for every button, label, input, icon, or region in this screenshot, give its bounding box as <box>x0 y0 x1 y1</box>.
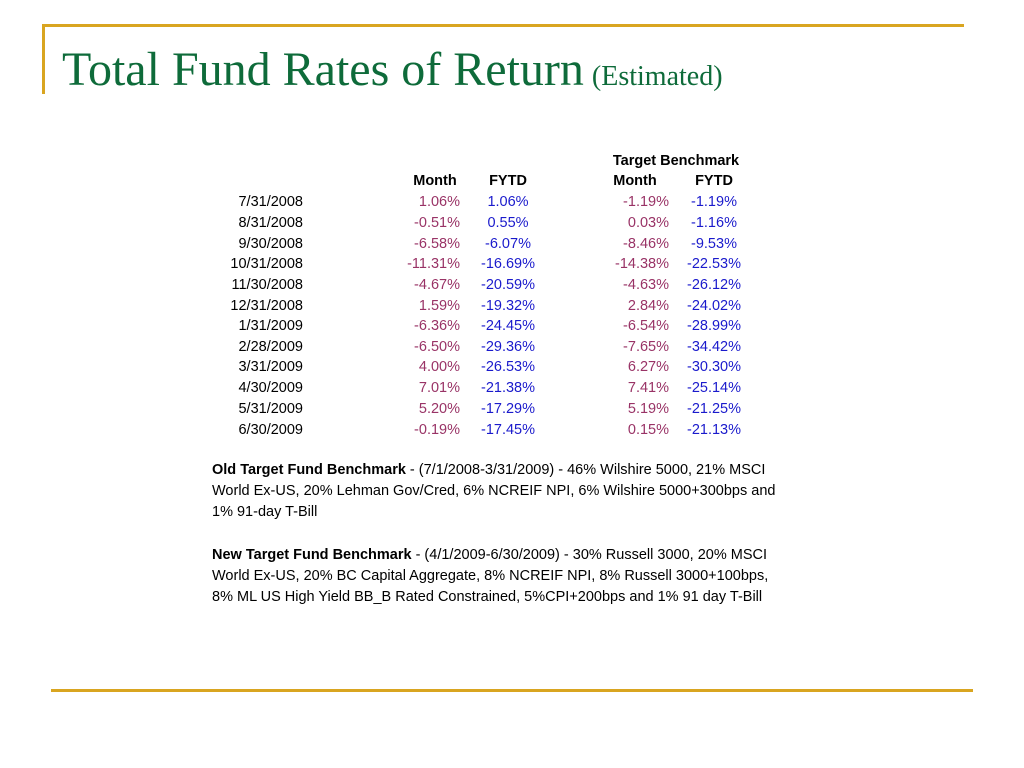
fund-month-value: -0.51% <box>414 215 460 231</box>
fund-month-header: Month <box>413 173 457 189</box>
benchmark-month-value: 5.19% <box>627 401 669 417</box>
fund-month-value: -6.36% <box>414 318 460 334</box>
new-benchmark-line-2: World Ex-US, 20% BC Capital Aggregate, 8… <box>212 568 769 584</box>
benchmark-fytd-value: -22.53% <box>686 256 741 272</box>
frame-bottom-rule <box>51 689 973 692</box>
fund-month-value: 1.59% <box>418 298 460 314</box>
benchmark-month-value: -4.63% <box>623 277 669 293</box>
benchmark-fytd-value: -30.30% <box>686 359 741 375</box>
benchmark-month-value: 2.84% <box>627 298 669 314</box>
fund-fytd-value: -26.53% <box>480 359 535 375</box>
benchmark-fytd-value: -24.02% <box>686 298 741 314</box>
frame-left-rule <box>42 24 45 94</box>
old-benchmark-note: Old Target Fund Benchmark - (7/1/2008-3/… <box>212 460 844 523</box>
benchmark-month-value: -8.46% <box>623 236 669 252</box>
row-date: 11/30/2008 <box>231 277 304 293</box>
benchmark-fytd-value: -26.12% <box>686 277 741 293</box>
fund-fytd-value: -6.07% <box>485 236 531 252</box>
fund-fytd-value: -29.36% <box>480 339 535 355</box>
new-benchmark-label: New Target Fund Benchmark <box>212 547 412 563</box>
fund-fytd-value: -17.29% <box>480 401 535 417</box>
new-benchmark-note: New Target Fund Benchmark - (4/1/2009-6/… <box>212 545 844 608</box>
title-subtitle: (Estimated) <box>591 61 723 92</box>
row-date: 2/28/2009 <box>238 339 303 355</box>
fund-fytd-value: -16.69% <box>480 256 535 272</box>
benchmark-month-value: -1.19% <box>623 194 669 210</box>
fund-fytd-value: -19.32% <box>480 298 535 314</box>
target-benchmark-header: Target Benchmark <box>612 153 740 169</box>
row-date: 6/30/2009 <box>238 422 303 438</box>
benchmark-month-header: Month <box>613 173 657 189</box>
benchmark-month-value: 7.41% <box>627 380 669 396</box>
slide-title: Total Fund Rates of Return (Estimated) <box>62 42 723 97</box>
fund-month-value: 7.01% <box>418 380 460 396</box>
benchmark-month-value: -7.65% <box>623 339 669 355</box>
benchmark-month-value: 6.27% <box>627 359 669 375</box>
row-date: 12/31/2008 <box>230 298 303 314</box>
benchmark-month-value: -6.54% <box>623 318 669 334</box>
old-benchmark-text: - (7/1/2008-3/31/2009) - 46% Wilshire 50… <box>405 462 766 478</box>
fund-fytd-value: 0.55% <box>487 215 529 231</box>
row-date: 7/31/2008 <box>238 194 303 210</box>
benchmark-fytd-header: FYTD <box>695 173 733 189</box>
benchmark-month-value: 0.03% <box>627 215 669 231</box>
fund-fytd-value: 1.06% <box>487 194 529 210</box>
fund-month-value: -0.19% <box>414 422 460 438</box>
frame-top-rule <box>42 24 964 27</box>
benchmark-month-value: -14.38% <box>614 256 669 272</box>
benchmark-fytd-value: -21.13% <box>686 422 741 438</box>
fund-fytd-header: FYTD <box>489 173 527 189</box>
row-date: 4/30/2009 <box>238 380 303 396</box>
fund-fytd-value: -20.59% <box>480 277 535 293</box>
benchmark-month-value: 0.15% <box>627 422 669 438</box>
fund-month-value: -11.31% <box>407 256 460 272</box>
benchmark-fytd-value: -25.14% <box>686 380 741 396</box>
fund-month-value: 4.00% <box>418 359 460 375</box>
new-benchmark-text: - (4/1/2009-6/30/2009) - 30% Russell 300… <box>411 547 767 563</box>
fund-month-value: 5.20% <box>418 401 460 417</box>
fund-fytd-value: -17.45% <box>480 422 535 438</box>
row-date: 9/30/2008 <box>238 236 303 252</box>
fund-fytd-value: -24.45% <box>480 318 535 334</box>
benchmark-fytd-value: -34.42% <box>686 339 741 355</box>
fund-month-value: -6.58% <box>414 236 460 252</box>
old-benchmark-line-1: Old Target Fund Benchmark - (7/1/2008-3/… <box>212 460 844 481</box>
benchmark-fytd-value: -1.16% <box>691 215 737 231</box>
new-benchmark-line-3: 8% ML US High Yield BB_B Rated Constrain… <box>212 589 763 605</box>
fund-month-value: -4.67% <box>414 277 460 293</box>
new-benchmark-line-1: New Target Fund Benchmark - (4/1/2009-6/… <box>212 545 844 566</box>
row-date: 3/31/2009 <box>238 359 303 375</box>
benchmark-fytd-value: -28.99% <box>686 318 741 334</box>
benchmark-fytd-value: -1.19% <box>691 194 737 210</box>
row-date: 10/31/2008 <box>230 256 303 272</box>
fund-month-value: -6.50% <box>414 339 460 355</box>
old-benchmark-line-3: 1% 91-day T-Bill <box>212 504 318 520</box>
row-date: 1/31/2009 <box>238 318 303 334</box>
fund-fytd-value: -21.38% <box>480 380 535 396</box>
old-benchmark-label: Old Target Fund Benchmark <box>212 462 406 478</box>
row-date: 8/31/2008 <box>238 215 303 231</box>
benchmark-fytd-value: -21.25% <box>686 401 741 417</box>
fund-month-value: 1.06% <box>418 194 460 210</box>
row-date: 5/31/2009 <box>238 401 303 417</box>
benchmark-fytd-value: -9.53% <box>691 236 737 252</box>
title-main: Total Fund Rates of Return <box>62 43 584 96</box>
old-benchmark-line-2: World Ex-US, 20% Lehman Gov/Cred, 6% NCR… <box>212 483 776 499</box>
